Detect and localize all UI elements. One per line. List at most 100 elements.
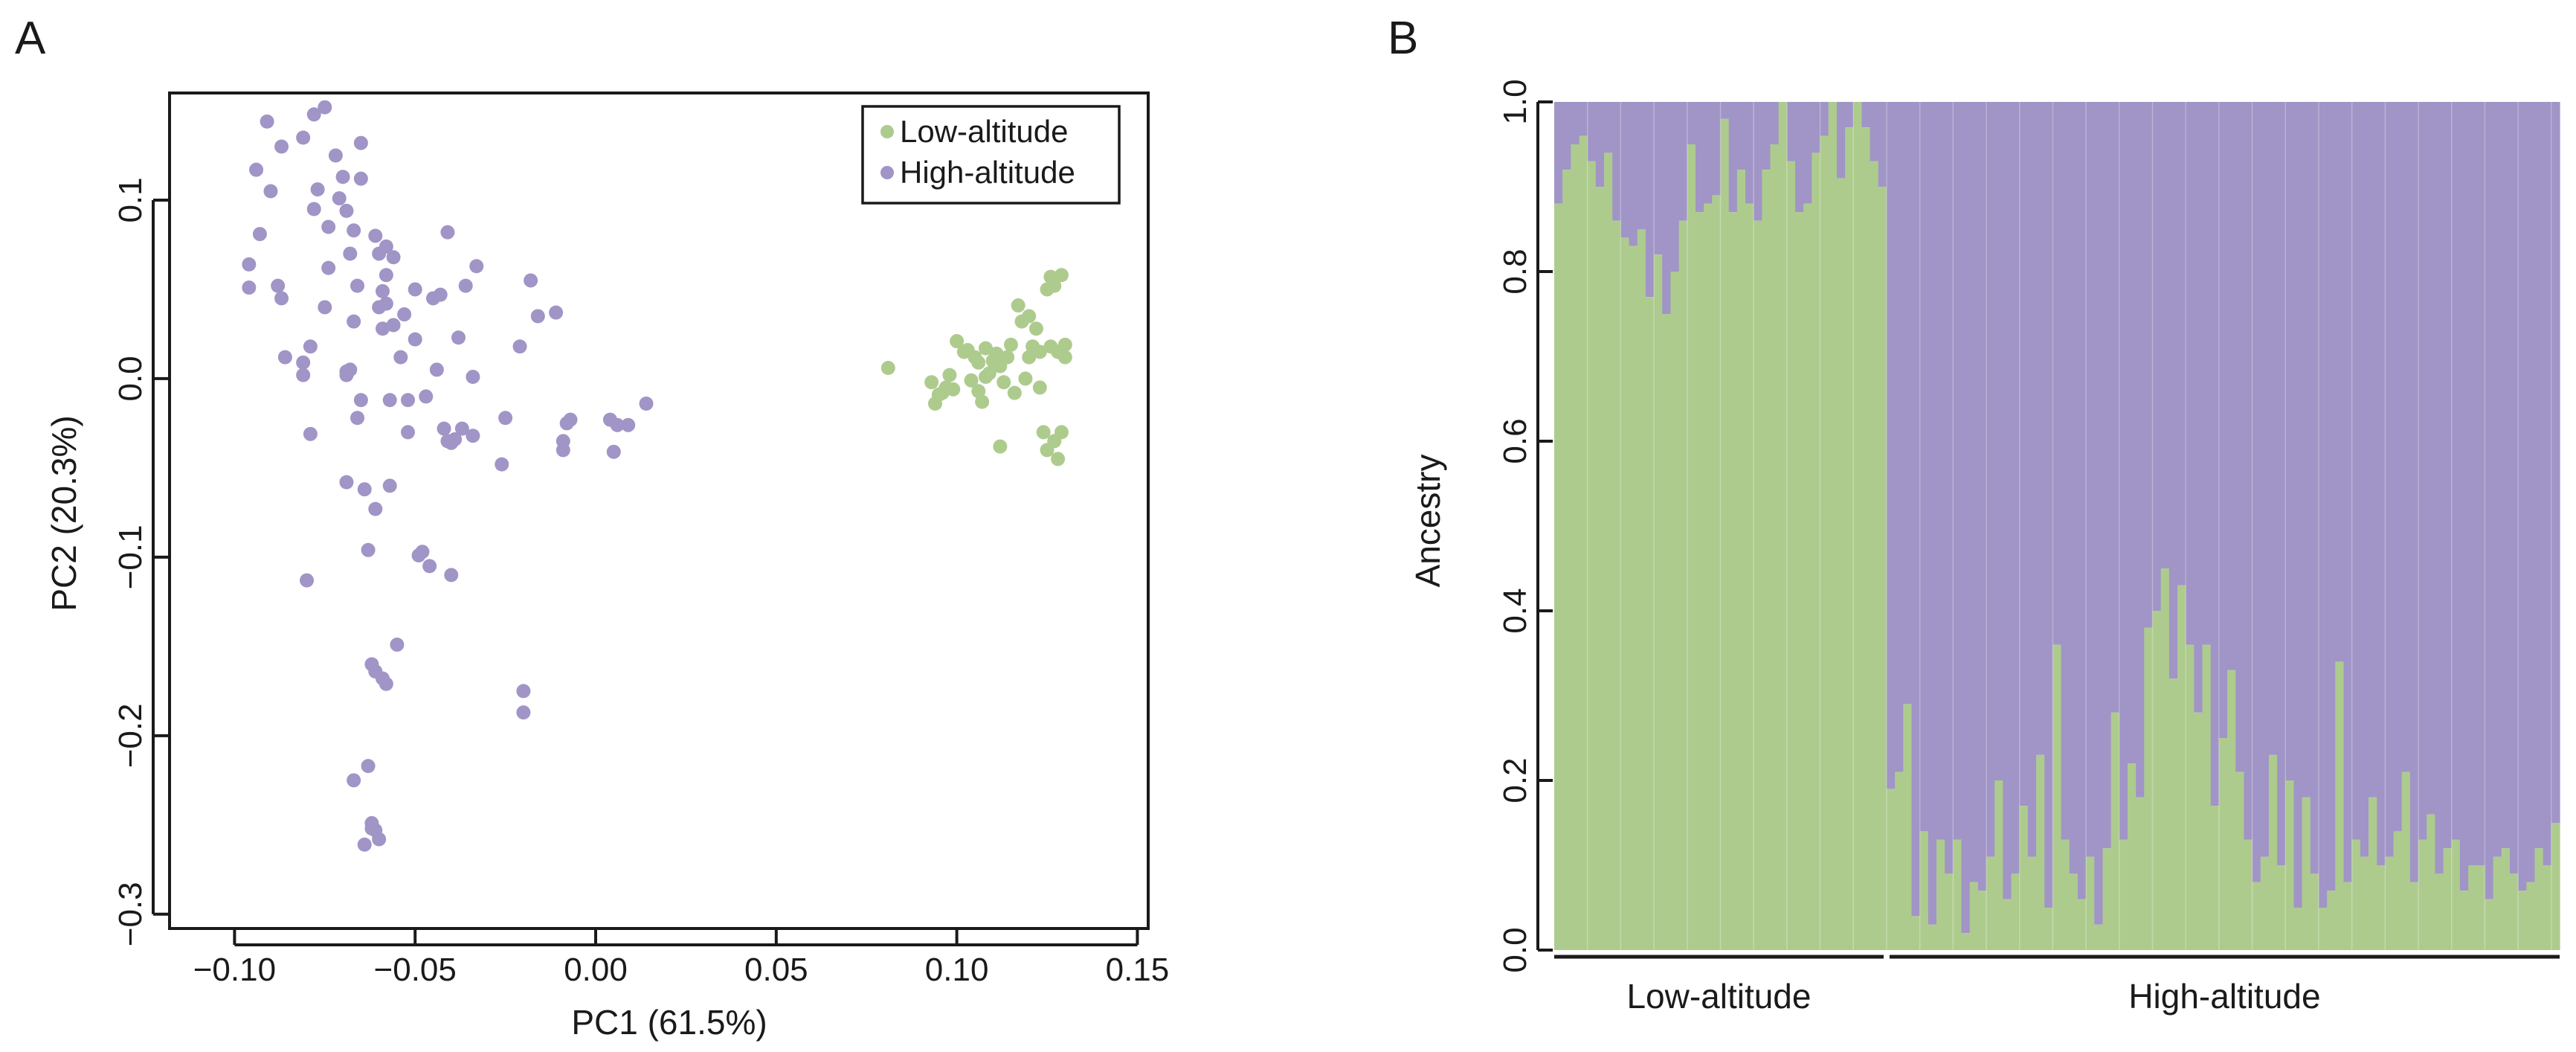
- point-high-altitude: [321, 219, 336, 234]
- x-tick-label-a: −0.05: [374, 952, 457, 988]
- y-axis-label-b: Ancestry: [1408, 455, 1447, 588]
- bar-high-ancestry: [2218, 102, 2228, 738]
- bar-low-ancestry: [2509, 873, 2519, 950]
- bar-high-ancestry: [2202, 102, 2212, 645]
- bar-low-ancestry: [2343, 882, 2353, 950]
- bar-high-ancestry: [2194, 102, 2203, 713]
- y-tick-label-b: 1.0: [1497, 79, 1533, 124]
- point-high-altitude: [328, 148, 343, 163]
- bar-high-ancestry: [2377, 102, 2386, 865]
- x-tick-label-a: 0.05: [744, 952, 808, 988]
- bar-low-ancestry: [2277, 865, 2286, 950]
- bar-high-ancestry: [1645, 102, 1655, 298]
- bar-low-ancestry: [2110, 712, 2120, 950]
- bar-low-ancestry: [2393, 831, 2403, 950]
- bar-high-ancestry: [2435, 102, 2444, 874]
- bar-high-ancestry: [1629, 102, 1638, 246]
- bar-high-ancestry: [1820, 102, 1829, 136]
- bar-low-ancestry: [1629, 246, 1638, 950]
- bar-high-ancestry: [2235, 102, 2245, 772]
- point-high-altitude: [242, 280, 257, 295]
- bar-high-ancestry: [2052, 102, 2062, 645]
- bar-low-ancestry: [2086, 856, 2095, 950]
- bar-high-ancestry: [1770, 102, 1780, 144]
- bar-high-ancestry: [1579, 102, 1588, 136]
- bar-low-ancestry: [2136, 797, 2145, 950]
- point-high-altitude: [277, 350, 292, 365]
- bar-high-ancestry: [2459, 102, 2469, 891]
- bar-high-ancestry: [1977, 102, 1987, 891]
- point-high-altitude: [303, 426, 318, 441]
- point-high-altitude: [260, 114, 274, 129]
- x-tick-label-a: 0.15: [1106, 952, 1170, 988]
- bar-low-ancestry: [1620, 237, 1630, 950]
- bar-low-ancestry: [1587, 161, 1597, 950]
- point-low-altitude: [993, 439, 1008, 454]
- bar-low-ancestry: [2369, 797, 2377, 950]
- y-tick-label-b: 0.0: [1497, 927, 1533, 972]
- point-high-altitude: [469, 259, 484, 274]
- bar-low-ancestry: [1554, 203, 1563, 950]
- point-low-altitude: [1047, 278, 1062, 293]
- point-high-altitude: [263, 184, 278, 199]
- point-high-altitude: [444, 568, 459, 583]
- bar-low-ancestry: [2069, 873, 2078, 950]
- point-high-altitude: [610, 417, 625, 432]
- bar-low-ancestry: [2435, 873, 2444, 950]
- bar-high-ancestry: [1728, 102, 1738, 213]
- point-high-altitude: [498, 411, 513, 426]
- point-high-altitude: [361, 542, 376, 557]
- point-high-altitude: [274, 139, 289, 154]
- point-high-altitude: [556, 443, 570, 458]
- point-high-altitude: [382, 478, 397, 493]
- bar-high-ancestry: [1986, 102, 1995, 857]
- bar-low-ancestry: [1845, 127, 1854, 951]
- bar-low-ancestry: [1870, 161, 1879, 950]
- bar-low-ancestry: [2168, 679, 2178, 950]
- bar-high-ancestry: [1745, 102, 1754, 204]
- bar-high-ancestry: [1945, 102, 1954, 874]
- point-high-altitude: [318, 300, 332, 315]
- point-high-altitude: [393, 350, 408, 365]
- bar-low-ancestry: [2476, 865, 2486, 950]
- bar-high-ancestry: [2227, 102, 2236, 670]
- point-low-altitude: [996, 375, 1011, 390]
- bar-high-ancestry: [1712, 102, 1722, 196]
- ancestry-bars: [1554, 102, 2560, 951]
- point-high-altitude: [249, 162, 264, 177]
- point-low-altitude: [1022, 309, 1037, 324]
- x-axis-label-a: PC1 (61.5%): [571, 1003, 767, 1042]
- bar-high-ancestry: [2543, 102, 2552, 865]
- point-low-altitude: [971, 355, 986, 370]
- bar-high-ancestry: [2077, 102, 2087, 899]
- point-high-altitude: [448, 432, 463, 447]
- bar-high-ancestry: [2318, 102, 2328, 908]
- bar-low-ancestry: [2194, 712, 2203, 950]
- point-high-altitude: [437, 421, 451, 436]
- bar-high-ancestry: [1886, 102, 1896, 789]
- bar-high-ancestry: [2186, 102, 2195, 645]
- bar-high-ancestry: [2160, 102, 2170, 568]
- point-high-altitude: [422, 559, 437, 574]
- bar-high-ancestry: [2509, 102, 2519, 874]
- point-low-altitude: [982, 366, 996, 381]
- bar-high-ancestry: [1870, 102, 1879, 161]
- bar-low-ancestry: [1977, 891, 1987, 950]
- bar-low-ancestry: [2310, 873, 2319, 950]
- bar-low-ancestry: [1762, 170, 1771, 951]
- point-high-altitude: [303, 339, 318, 354]
- bar-high-ancestry: [2003, 102, 2012, 899]
- bar-high-ancestry: [1936, 102, 1945, 840]
- bar-low-ancestry: [1736, 170, 1746, 951]
- point-low-altitude: [1054, 268, 1069, 283]
- point-high-altitude: [440, 225, 455, 240]
- x-tick-label-a: 0.00: [564, 952, 628, 988]
- bar-low-ancestry: [2501, 848, 2511, 950]
- point-high-altitude: [353, 171, 368, 186]
- bar-low-ancestry: [2061, 839, 2070, 950]
- bar-low-ancestry: [2077, 899, 2087, 950]
- point-low-altitude: [1032, 380, 1047, 395]
- bar-low-ancestry: [2427, 814, 2435, 950]
- point-high-altitude: [321, 260, 336, 275]
- bar-low-ancestry: [1911, 916, 1921, 950]
